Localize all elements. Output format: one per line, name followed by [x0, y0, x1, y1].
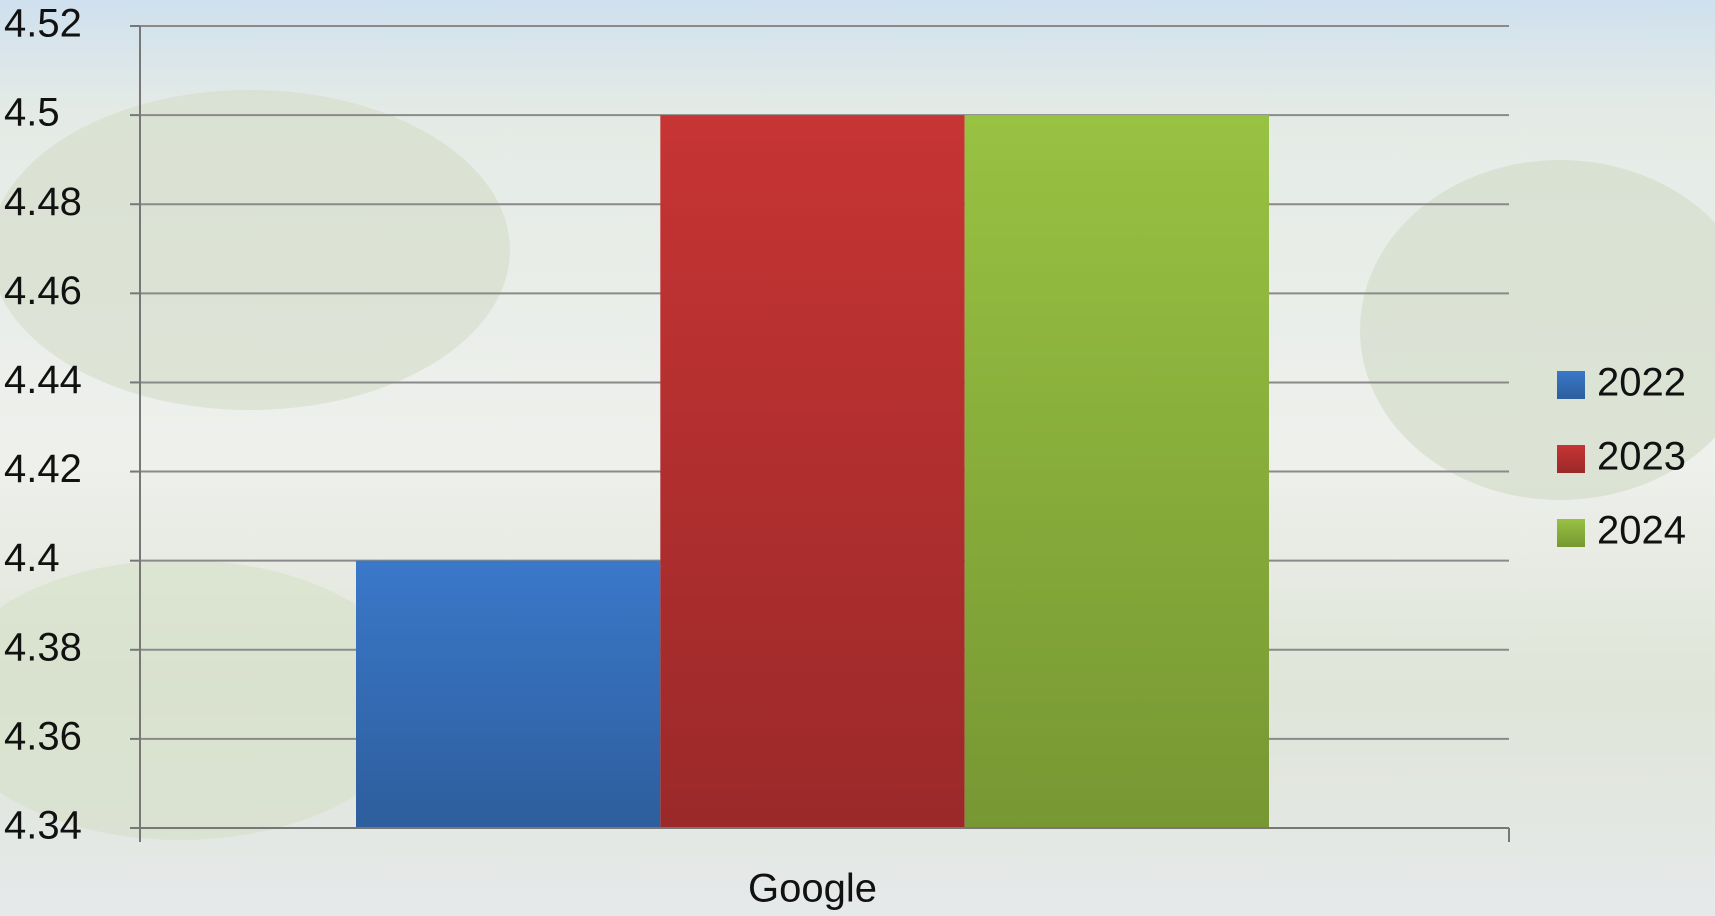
x-tick-label: Google: [748, 867, 877, 911]
chart: 4.34 4.36 4.38 4.4 4.42 4.44 4.46 4.48 4.5 4.52 Go…: [0, 0, 1715, 916]
legend-swatch: [1557, 445, 1585, 473]
y-tick-label: 4.5: [4, 91, 60, 135]
y-tick-label: 4.38: [4, 625, 82, 669]
y-tick-label: 4.52: [4, 2, 82, 46]
y-tick-label: 4.42: [4, 447, 82, 491]
y-tick-label: 4.48: [4, 180, 82, 224]
legend-label: 2022: [1597, 361, 1686, 405]
bar: [660, 115, 964, 828]
y-tick-label: 4.4: [4, 536, 60, 580]
page: 4.34 4.36 4.38 4.4 4.42 4.44 4.46 4.48 4.5 4.52 Go…: [0, 0, 1715, 916]
legend-label: 2024: [1597, 509, 1686, 553]
legend-swatch: [1557, 519, 1585, 547]
y-tick-label: 4.44: [4, 358, 82, 402]
legend-label: 2023: [1597, 435, 1686, 479]
y-tick-label: 4.46: [4, 269, 82, 313]
bar: [965, 115, 1269, 828]
bar: [356, 561, 660, 828]
y-tick-label: 4.36: [4, 714, 82, 758]
legend-swatch: [1557, 371, 1585, 399]
y-tick-label: 4.34: [4, 804, 82, 848]
